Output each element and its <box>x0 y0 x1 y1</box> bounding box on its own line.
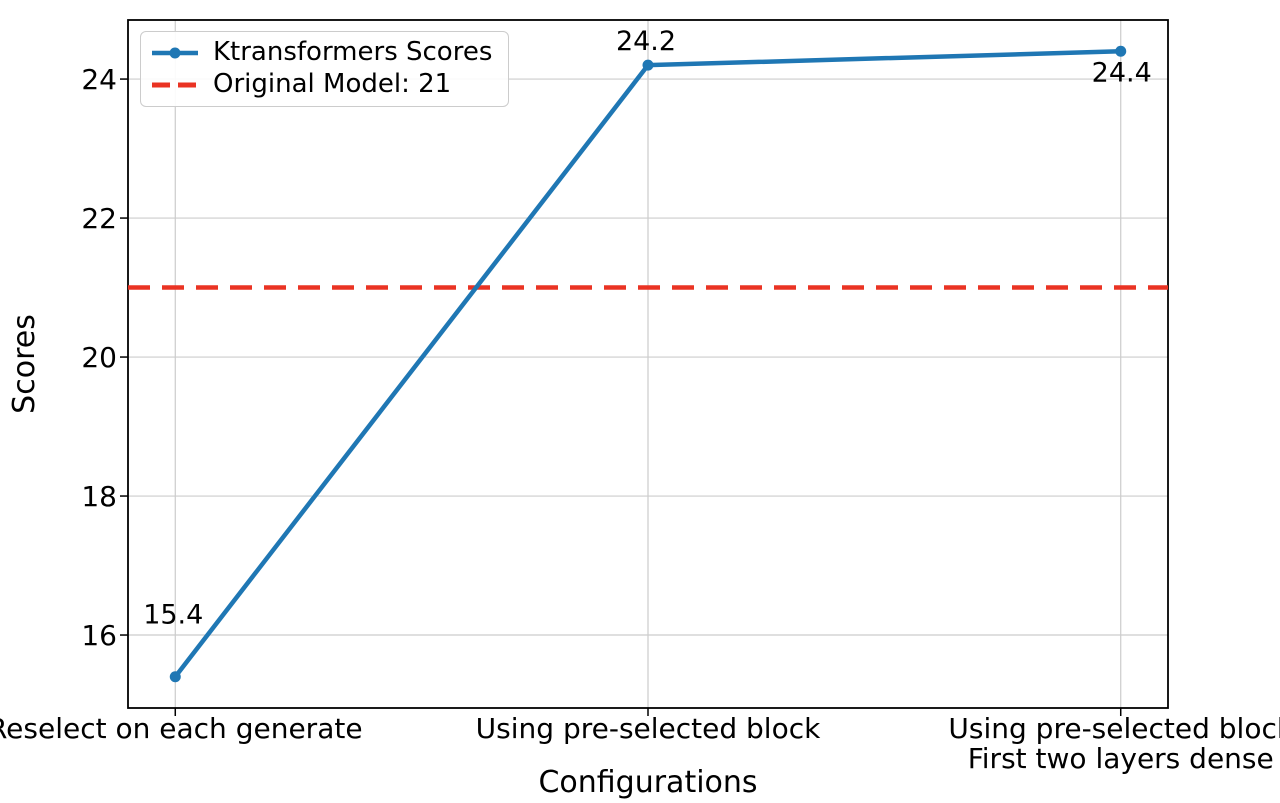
chart-legend: Ktransformers Scores Original Model: 21 <box>140 31 510 107</box>
y-tick-label: 16 <box>81 619 117 652</box>
legend-item-ktransformers-scores: Ktransformers Scores <box>151 37 492 68</box>
y-tick-label: 18 <box>81 480 117 513</box>
x-tick-label: Using pre-selected block <box>948 712 1280 745</box>
data-point-marker <box>1115 45 1127 57</box>
data-label: 24.2 <box>616 26 676 57</box>
y-tick-label: 22 <box>81 202 117 235</box>
data-point-marker <box>642 59 654 71</box>
y-axis-title: Scores <box>7 314 42 414</box>
data-label: 15.4 <box>143 600 203 631</box>
legend-label-reference: Original Model: 21 <box>213 69 452 99</box>
x-tick-label: First two layers dense <box>968 742 1274 775</box>
data-point-marker <box>169 671 181 683</box>
x-tick-label: Reselect on each generate <box>0 712 363 745</box>
legend-item-original-model: Original Model: 21 <box>151 69 492 100</box>
y-tick-label: 24 <box>81 63 117 96</box>
x-axis-title: Configurations <box>538 765 757 800</box>
y-tick-label: 20 <box>81 341 117 374</box>
dashed-line-swatch-icon <box>152 82 198 87</box>
x-tick-label: Using pre-selected block <box>476 712 821 745</box>
solid-line-marker-swatch-icon <box>152 47 198 58</box>
data-label: 24.4 <box>1092 57 1152 88</box>
legend-label-series: Ktransformers Scores <box>213 37 493 67</box>
